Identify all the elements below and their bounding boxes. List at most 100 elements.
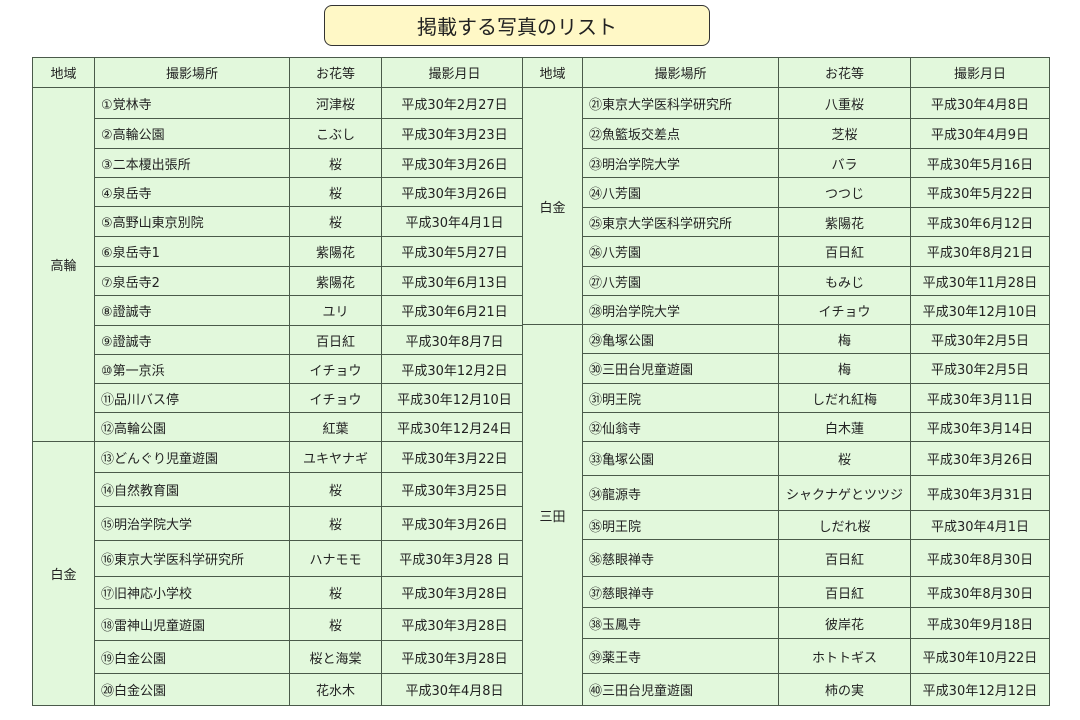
table-row: ㊴薬王寺 ホトトギス 平成30年10月22日 <box>523 638 1050 674</box>
table-row: ⑳白金公園 花水木 平成30年4月8日 <box>33 673 528 706</box>
table-row: ⑭自然教育園桜平成30年3月25日 <box>33 472 528 507</box>
date-cell: 平成30年4月1日 <box>381 206 528 237</box>
date-cell: 平成30年8月21日 <box>910 236 1050 267</box>
place-cell: ⑱雷神山児童遊園 <box>94 608 290 641</box>
flower-cell: 梅 <box>778 324 911 354</box>
place-cell: ㉗八芳園 <box>582 266 779 296</box>
flower-cell: 紫陽花 <box>289 266 382 296</box>
date-cell: 平成30年6月21日 <box>381 295 528 326</box>
date-cell: 平成30年3月22日 <box>381 441 528 473</box>
date-cell: 平成30年3月31日 <box>910 475 1050 511</box>
flower-cell: 百日紅 <box>778 576 911 608</box>
flower-cell: イチョウ <box>289 354 382 384</box>
table-row: 高輪 ①覚林寺 河津桜 平成30年2月27日 <box>32 87 528 442</box>
table-row: ⑯東京大学医科学研究所 ハナモモ 平成30年3月28 日 <box>33 540 528 577</box>
place-cell: ⑨證誠寺 <box>94 325 290 355</box>
date-cell: 平成30年3月11日 <box>910 383 1050 413</box>
flower-cell: 柿の実 <box>778 673 911 706</box>
date-cell: 平成30年8月30日 <box>910 576 1050 608</box>
photo-list-table-left: 地域 撮影場所 お花等 撮影月日 高輪 ①覚林寺 河津桜 平成30年2月27日 ②高輪公園 こぶし… <box>32 57 528 706</box>
table-row: ㉛明王院 しだれ紅梅 平成30年3月11日 <box>523 383 1050 413</box>
place-cell: ⑰旧神応小学校 <box>94 576 290 609</box>
flower-cell: 桜 <box>289 148 382 178</box>
place-cell: ⑤高野山東京別院 <box>94 206 290 237</box>
flower-cell: シャクナゲとツツジ <box>778 475 911 511</box>
table-row: ⑱雷神山児童遊園桜平成30年3月28日 <box>33 608 528 641</box>
date-cell: 平成30年5月22日 <box>910 177 1050 208</box>
date-cell: 平成30年3月14日 <box>910 412 1050 442</box>
date-cell: 平成30年12月12日 <box>910 673 1050 706</box>
place-cell: ㊱慈眼禅寺 <box>582 539 779 577</box>
date-cell: 平成30年3月25日 <box>381 472 528 507</box>
place-cell: ⑳白金公園 <box>94 673 290 706</box>
date-cell: 平成30年6月13日 <box>381 266 528 296</box>
table-row: ⑦泉岳寺2 紫陽花 平成30年6月13日 <box>33 266 528 296</box>
flower-cell: 桜 <box>289 206 382 237</box>
date-cell: 平成30年3月28日 <box>381 608 528 641</box>
flower-cell: ホトトギス <box>778 638 911 674</box>
flower-cell: 百日紅 <box>778 539 911 577</box>
flower-cell: イチョウ <box>289 383 382 413</box>
place-cell: ⑬どんぐり児童遊園 <box>94 441 290 473</box>
place-cell: ㊳玉鳳寺 <box>582 607 779 639</box>
table-row: ㊵三田台児童遊園 柿の実 平成30年12月12日 <box>523 673 1050 706</box>
flower-cell: 河津桜 <box>289 87 382 119</box>
place-cell: ㉝亀塚公園 <box>582 441 779 476</box>
header-flower: お花等 <box>289 57 382 88</box>
table-row: ③二本榎出張所桜平成30年3月26日 <box>33 148 528 178</box>
place-cell: ②高輪公園 <box>94 118 290 149</box>
flower-cell: しだれ桜 <box>778 510 911 540</box>
region-cell: 三田 <box>522 324 583 706</box>
place-cell: ㉛明王院 <box>582 383 779 413</box>
place-cell: ⑲白金公園 <box>94 640 290 674</box>
place-cell: ⑪品川バス停 <box>94 383 290 413</box>
header-place: 撮影場所 <box>94 57 290 88</box>
table-row: ②高輪公園 こぶし 平成30年3月23日 <box>33 118 528 149</box>
date-cell: 平成30年2月5日 <box>910 353 1050 384</box>
flower-cell: しだれ紅梅 <box>778 383 911 413</box>
place-cell: ㉖八芳園 <box>582 236 779 267</box>
flower-cell: ユリ <box>289 295 382 326</box>
header-place: 撮影場所 <box>582 57 779 88</box>
place-cell: ⑯東京大学医科学研究所 <box>94 540 290 577</box>
date-cell: 平成30年3月23日 <box>381 118 528 149</box>
flower-cell: 紅葉 <box>289 412 382 442</box>
place-cell: ㉚三田台児童遊園 <box>582 353 779 384</box>
region-cell: 白金 <box>32 441 95 706</box>
header-flower: お花等 <box>778 57 911 88</box>
place-cell: ⑧證誠寺 <box>94 295 290 326</box>
flower-cell: 桜と海棠 <box>289 640 382 674</box>
flower-cell: 百日紅 <box>289 325 382 355</box>
table-row: ⑧證誠寺 ユリ 平成30年6月21日 <box>33 295 528 326</box>
place-cell: ⑫高輪公園 <box>94 412 290 442</box>
date-cell: 平成30年12月24日 <box>381 412 528 442</box>
header-region: 地域 <box>522 57 583 88</box>
flower-cell: イチョウ <box>778 295 911 325</box>
place-cell: ⑭自然教育園 <box>94 472 290 507</box>
date-cell: 平成30年10月22日 <box>910 638 1050 674</box>
table-row: ⑪品川バス停 イチョウ 平成30年12月10日 <box>33 383 528 413</box>
date-cell: 平成30年8月30日 <box>910 539 1050 577</box>
place-cell: ㉞龍源寺 <box>582 475 779 511</box>
table-row: ㊳玉鳳寺 彼岸花 平成30年9月18日 <box>523 607 1050 639</box>
table-row: ㉟明王院 しだれ桜 平成30年4月1日 <box>523 510 1050 540</box>
header-date: 撮影月日 <box>910 57 1050 88</box>
date-cell: 平成30年3月26日 <box>381 506 528 541</box>
table-row: ⑥泉岳寺1 紫陽花 平成30年5月27日 <box>33 236 528 267</box>
table-row: 白金 ㉑東京大学医科学研究所 八重桜 平成30年4月8日 <box>522 87 1050 325</box>
date-cell: 平成30年4月1日 <box>910 510 1050 540</box>
date-cell: 平成30年11月28日 <box>910 266 1050 296</box>
date-cell: 平成30年12月2日 <box>381 354 528 384</box>
place-cell: ⑥泉岳寺1 <box>94 236 290 267</box>
place-cell: ㉜仙翁寺 <box>582 412 779 442</box>
flower-cell: バラ <box>778 148 911 178</box>
date-cell: 平成30年3月28日 <box>381 640 528 674</box>
table-row: 三田 ㉙亀塚公園梅平成30年2月5日 <box>522 324 1050 706</box>
table-row: ⑲白金公園 桜と海棠 平成30年3月28日 <box>33 640 528 674</box>
place-cell: ㉔八芳園 <box>582 177 779 208</box>
date-cell: 平成30年4月8日 <box>910 87 1050 119</box>
flower-cell: こぶし <box>289 118 382 149</box>
date-cell: 平成30年3月26日 <box>381 148 528 178</box>
flower-cell: 桜 <box>289 472 382 507</box>
flower-cell: 桜 <box>289 506 382 541</box>
